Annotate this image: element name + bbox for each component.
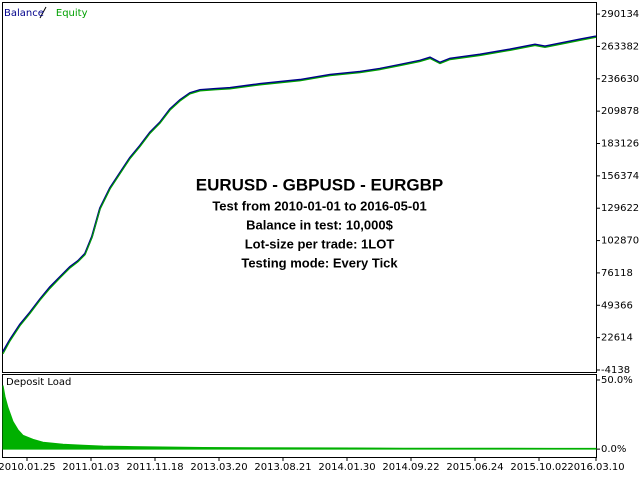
y-tick-label: 290134 — [601, 9, 639, 20]
x-tick-label: 2014.09.22 — [382, 462, 439, 473]
x-tick-label: 2015.06.24 — [446, 462, 503, 473]
legend-entry: Balance — [4, 8, 44, 19]
y-tick-label: 129622 — [601, 203, 639, 214]
annotation: Balance in test: 10,000$ — [246, 217, 393, 232]
series-line — [2, 36, 597, 355]
x-tick-label: 2010.01.25 — [0, 462, 56, 473]
x-tick-label: 2013.08.21 — [254, 462, 311, 473]
legend-entry: Equity — [56, 8, 88, 19]
x-tick-label: 2016.03.10 — [567, 462, 624, 473]
annotation: Testing mode: Every Tick — [241, 255, 398, 270]
x-tick-label: 2011.11.18 — [126, 462, 183, 473]
main-panel — [2, 2, 597, 373]
y-tick-label: 76118 — [601, 268, 633, 279]
annotation: Lot-size per trade: 1LOT — [245, 236, 395, 251]
annotation: EURUSD - GBPUSD - EURGBP — [196, 175, 443, 194]
y-tick-label: 183126 — [601, 139, 639, 150]
y-tick-label: 102870 — [601, 236, 639, 247]
y-tick-label: 0.0% — [601, 444, 626, 455]
x-tick-label: 2013.03.20 — [190, 462, 247, 473]
series-line — [2, 35, 597, 353]
y-tick-label: 156374 — [601, 171, 639, 182]
y-tick-label: 209878 — [601, 106, 639, 117]
annotation: Test from 2010-01-01 to 2016-05-01 — [212, 198, 426, 213]
y-tick-label: 236630 — [601, 74, 639, 85]
y-tick-label: 49366 — [601, 300, 633, 311]
y-tick-label: 22614 — [601, 333, 633, 344]
y-tick-label: 50.0% — [601, 375, 633, 386]
load-area — [2, 385, 597, 450]
x-tick-label: 2014.01.30 — [318, 462, 375, 473]
y-tick-label: 263382 — [601, 41, 639, 52]
y-tick-label: -4138 — [601, 365, 630, 376]
x-tick-label: 2015.10.02 — [510, 462, 567, 473]
legend-separator — [39, 6, 47, 19]
panel-title: Deposit Load — [6, 377, 71, 388]
x-tick-label: 2011.01.03 — [62, 462, 119, 473]
load-panel — [2, 374, 597, 458]
